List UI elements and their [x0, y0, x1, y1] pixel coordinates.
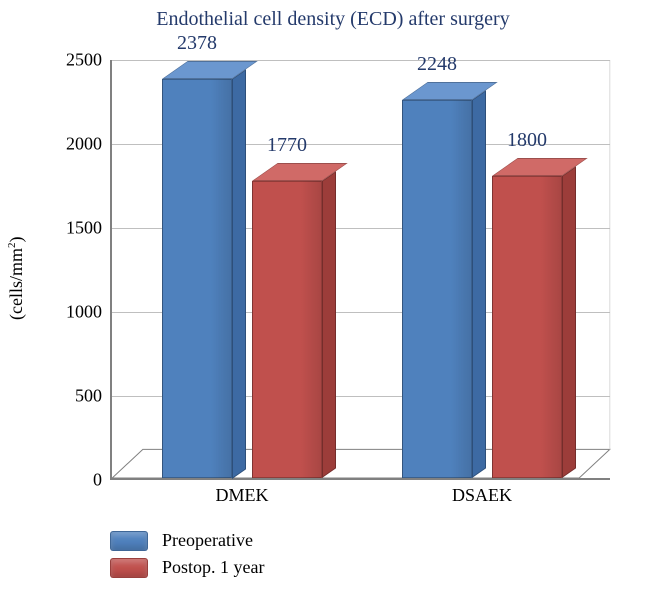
chart-title: Endothelial cell density (ECD) after sur… [0, 8, 666, 31]
bar: 2248 [402, 100, 472, 478]
legend-label-postop: Postop. 1 year [162, 557, 265, 578]
y-tick-label: 1500 [66, 218, 102, 239]
y-tick-label: 2500 [66, 50, 102, 71]
bar-value-label: 1770 [267, 134, 307, 157]
legend: Preoperative Postop. 1 year [110, 530, 265, 584]
bar-value-label: 1800 [507, 129, 547, 152]
legend-item-preoperative: Preoperative [110, 530, 265, 551]
y-tick-label: 0 [93, 470, 102, 491]
bar: 1800 [492, 176, 562, 478]
category-label: DMEK [216, 485, 269, 506]
legend-item-postop: Postop. 1 year [110, 557, 265, 578]
category-label: DSAEK [452, 485, 512, 506]
bar-value-label: 2248 [417, 53, 457, 76]
bar: 1770 [252, 181, 322, 478]
y-tick-label: 500 [75, 386, 102, 407]
y-tick-label: 1000 [66, 302, 102, 323]
bar-value-label: 2378 [177, 32, 217, 55]
bar: 2378 [162, 79, 232, 479]
y-axis-label: (cells/mm2) [6, 237, 27, 320]
chart-stage: Endothelial cell density (ECD) after sur… [0, 0, 666, 603]
plot-area: 05001000150020002500DMEK23781770DSAEK224… [110, 60, 610, 480]
legend-swatch-postop [110, 558, 148, 578]
y-tick-label: 2000 [66, 134, 102, 155]
legend-swatch-preoperative [110, 531, 148, 551]
legend-label-preoperative: Preoperative [162, 530, 253, 551]
